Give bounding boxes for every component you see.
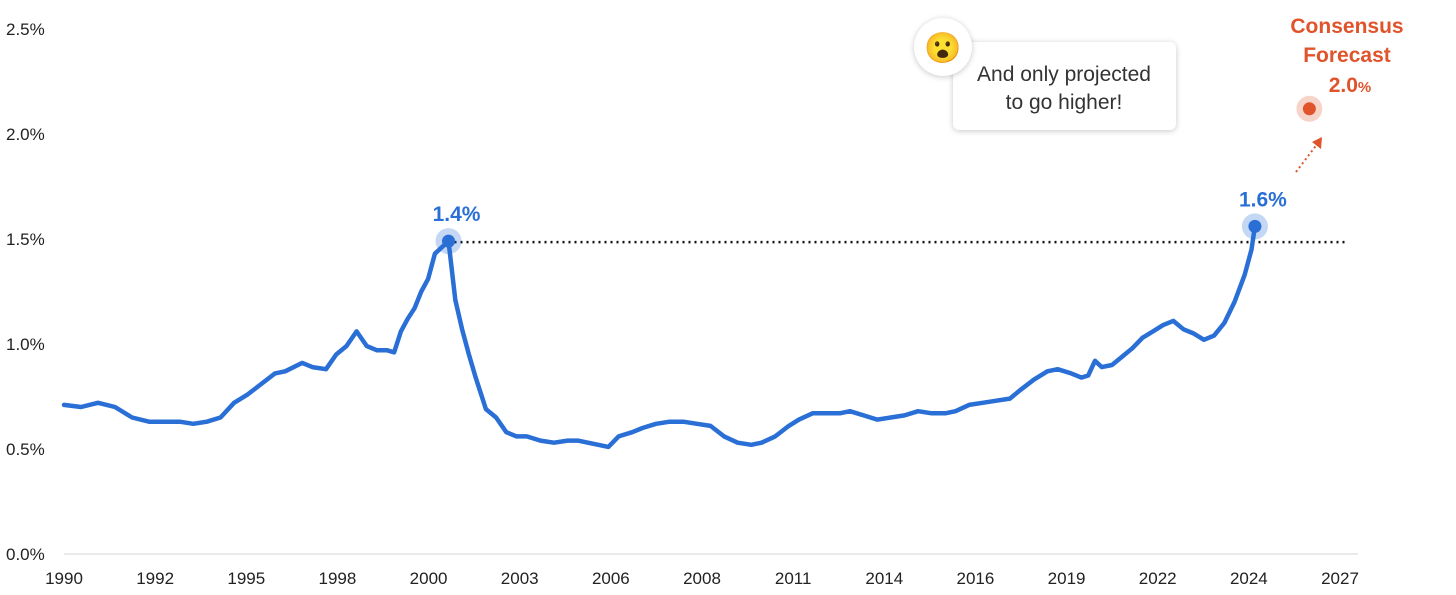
forecast-arrow-head — [1312, 137, 1322, 149]
peak-label: 1.6% — [1239, 188, 1287, 211]
y-tick-label: 2.5% — [6, 20, 45, 39]
emoji-background — [914, 18, 972, 76]
x-tick-label: 2011 — [775, 569, 812, 588]
peak-marker — [1248, 219, 1262, 233]
x-tick-label: 2016 — [957, 569, 995, 588]
series-line — [61, 224, 1258, 450]
callout-text-line2: to go higher! — [1006, 91, 1123, 114]
x-tick-label: 2000 — [410, 569, 448, 588]
y-tick-label: 2.0% — [6, 125, 45, 144]
x-tick-label: 1990 — [45, 569, 83, 588]
y-tick-label: 1.0% — [6, 335, 45, 354]
x-tick-label: 1995 — [227, 569, 265, 588]
x-tick-label: 2027 — [1321, 569, 1359, 588]
forecast-arrow — [1295, 142, 1319, 173]
surprised-face-icon: 😮 — [924, 31, 961, 65]
callout-text-line1: And only projected — [977, 63, 1151, 86]
x-tick-label: 2014 — [865, 569, 903, 588]
forecast-marker — [1302, 102, 1316, 116]
peak-label: 1.4% — [433, 203, 481, 226]
x-tick-label: 2022 — [1139, 569, 1177, 588]
forecast-title-line1: Consensus — [1290, 15, 1403, 38]
forecast-annotation: Consensus Forecast 2.0% — [1290, 15, 1404, 173]
x-tick-label: 1998 — [319, 569, 357, 588]
y-tick-label: 0.0% — [6, 545, 45, 564]
forecast-value-unit: % — [1358, 79, 1371, 96]
forecast-value-number: 2.0 — [1329, 74, 1358, 97]
forecast-value: 2.0% — [1329, 74, 1372, 97]
x-tick-label: 2024 — [1230, 569, 1268, 588]
callout-box: 😮 And only projected to go higher! — [914, 18, 1176, 130]
peak-marker — [442, 234, 456, 248]
annotations: 1.4% 1.6% — [433, 188, 1287, 255]
forecast-title-line2: Forecast — [1303, 44, 1391, 67]
y-tick-label: 1.5% — [6, 230, 45, 249]
x-tick-label: 1992 — [136, 569, 174, 588]
x-tick-label: 2019 — [1048, 569, 1086, 588]
x-tick-label: 2008 — [683, 569, 721, 588]
y-axis: 0.0% 0.5% 1.0% 1.5% 2.0% 2.5% — [6, 20, 45, 564]
x-axis: 1990 1992 1995 1998 2000 2003 2006 2008 2011 2014… — [45, 553, 1359, 588]
callout-background — [953, 42, 1176, 130]
y-tick-label: 0.5% — [6, 440, 45, 459]
x-tick-label: 2006 — [592, 569, 630, 588]
x-tick-label: 2003 — [501, 569, 539, 588]
